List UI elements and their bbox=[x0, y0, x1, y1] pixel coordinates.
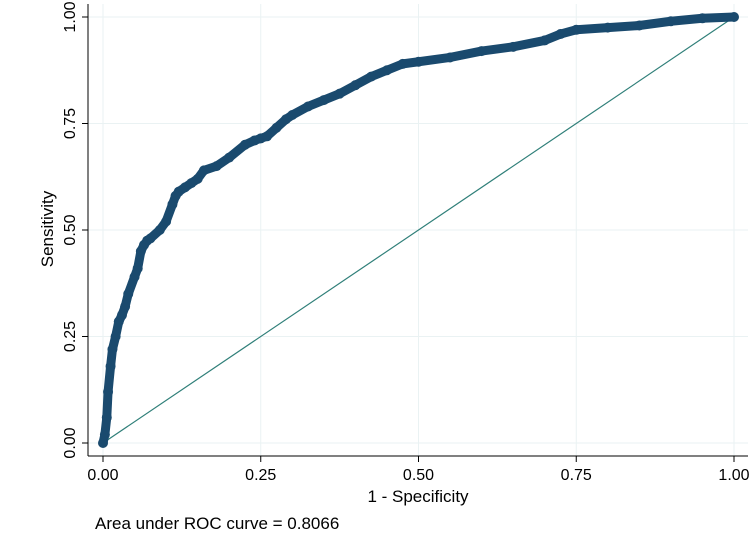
gridlines bbox=[88, 4, 748, 456]
auc-caption: Area under ROC curve = 0.8066 bbox=[95, 514, 339, 533]
roc-point bbox=[224, 152, 235, 163]
x-tick-label: 0.25 bbox=[245, 467, 276, 484]
roc-point bbox=[476, 46, 487, 57]
roc-curve-layer bbox=[98, 12, 739, 448]
roc-point bbox=[120, 301, 131, 312]
roc-point bbox=[167, 199, 178, 210]
roc-point bbox=[571, 24, 582, 35]
roc-point bbox=[161, 216, 172, 227]
axis-ticks: 0.00 0.25 0.50 0.75 1.00 0.00 0.25 0.50 0.75 1.00 bbox=[62, 1, 750, 484]
x-tick-label: 0.75 bbox=[561, 467, 592, 484]
reference-line bbox=[102, 16, 735, 444]
roc-point bbox=[334, 88, 345, 99]
y-tick-label: 0.50 bbox=[62, 214, 79, 245]
roc-point bbox=[303, 101, 314, 112]
x-tick-label: 1.00 bbox=[718, 467, 749, 484]
roc-point bbox=[192, 173, 203, 184]
roc-point bbox=[116, 310, 127, 321]
roc-point bbox=[145, 233, 156, 244]
roc-point bbox=[729, 12, 739, 22]
reference-line-layer bbox=[102, 16, 735, 444]
roc-point bbox=[555, 29, 566, 40]
y-tick-label: 1.00 bbox=[62, 1, 79, 32]
roc-point bbox=[287, 109, 298, 120]
roc-point bbox=[366, 71, 377, 82]
roc-point bbox=[132, 263, 143, 274]
roc-point bbox=[539, 35, 550, 46]
y-axis-title: Sensitivity bbox=[38, 190, 57, 267]
roc-point bbox=[445, 52, 456, 63]
roc-point bbox=[634, 20, 645, 31]
roc-point bbox=[508, 41, 519, 52]
roc-point bbox=[154, 225, 165, 235]
roc-point bbox=[98, 438, 108, 448]
roc-point bbox=[350, 80, 361, 91]
roc-point bbox=[103, 386, 114, 397]
x-axis-title: 1 - Specificity bbox=[367, 487, 469, 506]
roc-point bbox=[211, 161, 222, 172]
roc-point bbox=[397, 58, 408, 69]
roc-point bbox=[129, 271, 140, 282]
y-tick-label: 0.75 bbox=[62, 108, 79, 139]
x-tick-label: 0.00 bbox=[87, 467, 118, 484]
roc-point bbox=[105, 361, 116, 372]
roc-point bbox=[318, 95, 329, 106]
roc-point bbox=[697, 13, 708, 24]
y-tick-label: 0.00 bbox=[62, 427, 79, 458]
roc-point bbox=[99, 429, 110, 440]
roc-point bbox=[271, 122, 282, 133]
roc-point bbox=[665, 16, 676, 27]
roc-point bbox=[107, 344, 118, 355]
roc-point bbox=[262, 131, 273, 142]
roc-point bbox=[413, 56, 424, 67]
y-tick-label: 0.25 bbox=[62, 321, 79, 352]
roc-point bbox=[239, 139, 250, 150]
roc-point bbox=[123, 288, 134, 299]
roc-point bbox=[198, 165, 209, 176]
roc-point bbox=[101, 412, 112, 423]
x-tick-label: 0.50 bbox=[403, 467, 434, 484]
roc-point bbox=[602, 22, 613, 33]
roc-point bbox=[381, 65, 392, 76]
roc-point bbox=[110, 331, 121, 342]
